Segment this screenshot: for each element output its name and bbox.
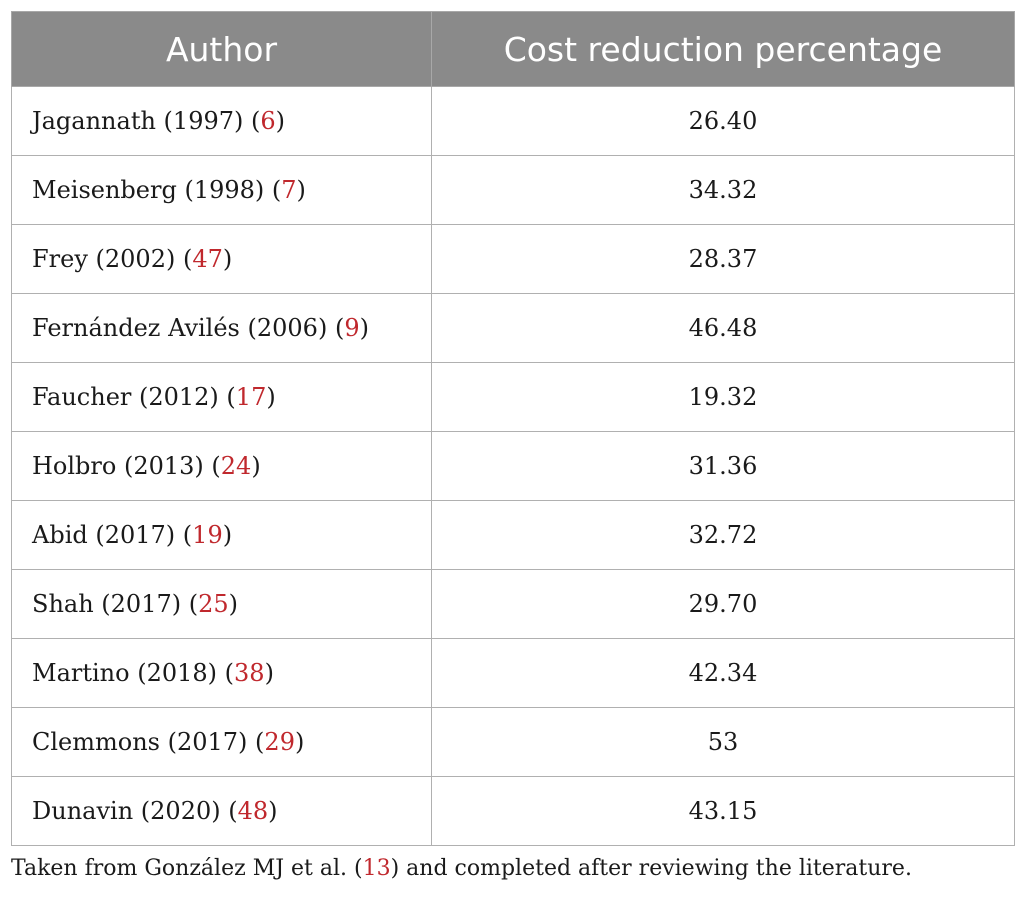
table-row: Martino (2018) (38) 42.34 xyxy=(11,638,1015,708)
cost-reduction-value: 42.34 xyxy=(431,638,1015,708)
cost-reduction-value: 46.48 xyxy=(431,293,1015,363)
reference-link[interactable]: 25 xyxy=(198,590,229,618)
author-cell: Jagannath (1997) (6) xyxy=(11,86,432,156)
cost-reduction-value: 32.72 xyxy=(431,500,1015,570)
footnote-text-before: Taken from González MJ et al. ( xyxy=(11,856,363,881)
reference-link[interactable]: 47 xyxy=(192,245,223,273)
footnote-reference-link[interactable]: 13 xyxy=(362,856,391,881)
data-table-container: Author Cost reduction percentage Jaganna… xyxy=(11,11,1015,846)
cost-reduction-value: 19.32 xyxy=(431,362,1015,432)
table-row: Dunavin (2020) (48) 43.15 xyxy=(11,776,1015,846)
author-cell: Faucher (2012) (17) xyxy=(11,362,432,432)
table-row: Abid (2017) (19) 32.72 xyxy=(11,500,1015,570)
cost-reduction-value: 29.70 xyxy=(431,569,1015,639)
header-cost-reduction: Cost reduction percentage xyxy=(431,11,1015,87)
table-row: Clemmons (2017) (29) 53 xyxy=(11,707,1015,777)
author-cell: Martino (2018) (38) xyxy=(11,638,432,708)
author-cell: Shah (2017) (25) xyxy=(11,569,432,639)
author-name: Frey (2002) xyxy=(32,245,176,273)
author-name: Dunavin (2020) xyxy=(32,797,221,825)
table-header-row: Author Cost reduction percentage xyxy=(11,11,1015,87)
reference-link[interactable]: 7 xyxy=(281,176,297,204)
header-author: Author xyxy=(11,11,432,87)
author-cell: Meisenberg (1998) (7) xyxy=(11,155,432,225)
reference-link[interactable]: 19 xyxy=(192,521,223,549)
cost-reduction-value: 26.40 xyxy=(431,86,1015,156)
author-cell: Abid (2017) (19) xyxy=(11,500,432,570)
table-footnote: Taken from González MJ et al. (13) and c… xyxy=(11,856,912,881)
cost-reduction-value: 34.32 xyxy=(431,155,1015,225)
cost-reduction-value: 28.37 xyxy=(431,224,1015,294)
reference-link[interactable]: 38 xyxy=(234,659,265,687)
table-row: Holbro (2013) (24) 31.36 xyxy=(11,431,1015,501)
cost-reduction-value: 53 xyxy=(431,707,1015,777)
author-name: Faucher (2012) xyxy=(32,383,219,411)
author-name: Jagannath (1997) xyxy=(32,107,244,135)
reference-link[interactable]: 24 xyxy=(220,452,252,480)
author-name: Martino (2018) xyxy=(32,659,218,687)
reference-link[interactable]: 29 xyxy=(264,728,295,756)
author-cell: Frey (2002) (47) xyxy=(11,224,432,294)
reference-link[interactable]: 9 xyxy=(344,314,360,342)
cost-reduction-table: Author Cost reduction percentage Jaganna… xyxy=(11,11,1015,846)
author-name: Abid (2017) xyxy=(32,521,176,549)
cost-reduction-value: 31.36 xyxy=(431,431,1015,501)
table-row: Frey (2002) (47) 28.37 xyxy=(11,224,1015,294)
author-name: Meisenberg (1998) xyxy=(32,176,265,204)
author-cell: Fernández Avilés (2006) (9) xyxy=(11,293,432,363)
author-name: Holbro (2013) xyxy=(32,452,204,480)
author-name: Fernández Avilés (2006) xyxy=(32,314,328,342)
author-name: Clemmons (2017) xyxy=(32,728,248,756)
cost-reduction-value: 43.15 xyxy=(431,776,1015,846)
reference-link[interactable]: 48 xyxy=(237,797,269,825)
author-name: Shah (2017) xyxy=(32,590,182,618)
table-row: Shah (2017) (25) 29.70 xyxy=(11,569,1015,639)
table-row: Faucher (2012) (17) 19.32 xyxy=(11,362,1015,432)
footnote-text-after: ) and completed after reviewing the lite… xyxy=(390,856,912,881)
author-cell: Holbro (2013) (24) xyxy=(11,431,432,501)
author-cell: Dunavin (2020) (48) xyxy=(11,776,432,846)
reference-link[interactable]: 6 xyxy=(260,107,276,135)
table-row: Meisenberg (1998) (7) 34.32 xyxy=(11,155,1015,225)
author-cell: Clemmons (2017) (29) xyxy=(11,707,432,777)
table-row: Jagannath (1997) (6) 26.40 xyxy=(11,86,1015,156)
reference-link[interactable]: 17 xyxy=(235,383,267,411)
table-row: Fernández Avilés (2006) (9) 46.48 xyxy=(11,293,1015,363)
